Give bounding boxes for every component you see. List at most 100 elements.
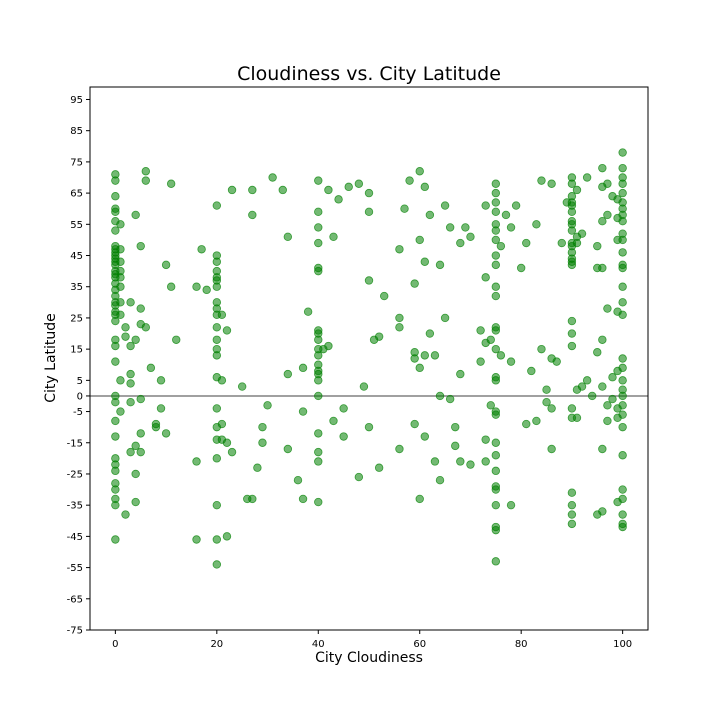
- data-point: [116, 298, 125, 307]
- data-point: [395, 323, 404, 332]
- data-point: [461, 223, 470, 232]
- data-point: [511, 201, 521, 210]
- data-point: [598, 263, 607, 273]
- data-point: [136, 241, 145, 251]
- data-point: [572, 413, 582, 422]
- data-point: [491, 291, 501, 301]
- data-point: [212, 500, 222, 510]
- data-point: [491, 282, 501, 291]
- data-point: [141, 323, 150, 332]
- data-point: [618, 298, 627, 307]
- data-point: [618, 485, 627, 494]
- data-point: [314, 429, 323, 438]
- data-point: [192, 457, 201, 466]
- data-point: [420, 351, 429, 360]
- x-tick-label: 60: [413, 639, 426, 650]
- data-point: [131, 210, 140, 220]
- data-point: [425, 210, 435, 220]
- data-point: [212, 323, 222, 332]
- data-point: [126, 447, 135, 457]
- data-point: [420, 182, 429, 192]
- data-point: [111, 535, 120, 544]
- data-point: [481, 273, 490, 282]
- data-point: [491, 251, 501, 260]
- data-point: [136, 394, 145, 404]
- y-tick-label: 95: [70, 95, 83, 106]
- data-point: [491, 466, 501, 476]
- data-point: [547, 444, 556, 454]
- data-point: [481, 201, 490, 210]
- data-point: [501, 210, 511, 220]
- data-point: [111, 485, 120, 494]
- data-point: [618, 263, 627, 273]
- data-point: [567, 488, 577, 497]
- data-point: [618, 310, 627, 320]
- y-tick-label: 45: [70, 251, 83, 262]
- data-point: [618, 354, 627, 363]
- data-point: [522, 238, 531, 248]
- data-point: [111, 397, 120, 407]
- data-point: [121, 510, 130, 519]
- data-point: [141, 176, 150, 185]
- data-point: [364, 188, 374, 198]
- data-point: [415, 235, 424, 245]
- data-point: [136, 429, 145, 438]
- data-point: [116, 273, 125, 282]
- data-point: [197, 245, 206, 254]
- data-point: [603, 304, 612, 313]
- y-tick-label: -35: [67, 501, 83, 512]
- data-point: [608, 373, 617, 382]
- data-point: [557, 238, 566, 248]
- data-point: [151, 422, 161, 432]
- data-point: [172, 335, 181, 344]
- data-point: [537, 176, 546, 185]
- data-point: [603, 210, 612, 220]
- data-point: [420, 432, 429, 441]
- data-point: [263, 401, 272, 410]
- data-point: [598, 507, 607, 516]
- data-point: [116, 407, 125, 416]
- data-point: [126, 298, 135, 307]
- data-point: [445, 223, 455, 232]
- data-point: [248, 185, 257, 195]
- data-point: [314, 176, 323, 185]
- data-point: [136, 304, 145, 313]
- data-point: [593, 241, 602, 251]
- data-point: [496, 351, 506, 360]
- data-point: [227, 447, 237, 457]
- data-point: [618, 148, 627, 157]
- data-point: [618, 179, 627, 188]
- data-point: [567, 500, 577, 510]
- data-point: [486, 335, 495, 344]
- y-tick-label: 25: [70, 313, 83, 324]
- data-point: [618, 391, 627, 401]
- data-point: [364, 422, 374, 432]
- data-point: [293, 476, 303, 485]
- x-tick-label: 80: [515, 639, 528, 650]
- data-point: [618, 494, 627, 504]
- data-point: [481, 457, 490, 466]
- data-point: [237, 382, 247, 391]
- data-point: [202, 285, 211, 295]
- data-point: [491, 188, 501, 198]
- data-point: [410, 354, 419, 363]
- data-point: [359, 382, 369, 391]
- data-point: [354, 179, 364, 188]
- data-point: [354, 472, 364, 482]
- chart-title: Cloudiness vs. City Latitude: [237, 63, 501, 85]
- data-point: [415, 494, 424, 504]
- data-point: [506, 223, 516, 232]
- data-point: [415, 363, 424, 373]
- data-point: [253, 463, 262, 472]
- data-point: [283, 369, 293, 379]
- data-point: [111, 416, 120, 426]
- data-point: [146, 363, 156, 373]
- data-point: [374, 332, 384, 341]
- y-tick-label: 15: [70, 345, 83, 356]
- data-point: [212, 282, 222, 291]
- data-point: [131, 497, 140, 507]
- data-point: [314, 391, 323, 401]
- data-point: [618, 451, 627, 460]
- x-tick-label: 40: [312, 639, 325, 650]
- data-point: [314, 266, 323, 276]
